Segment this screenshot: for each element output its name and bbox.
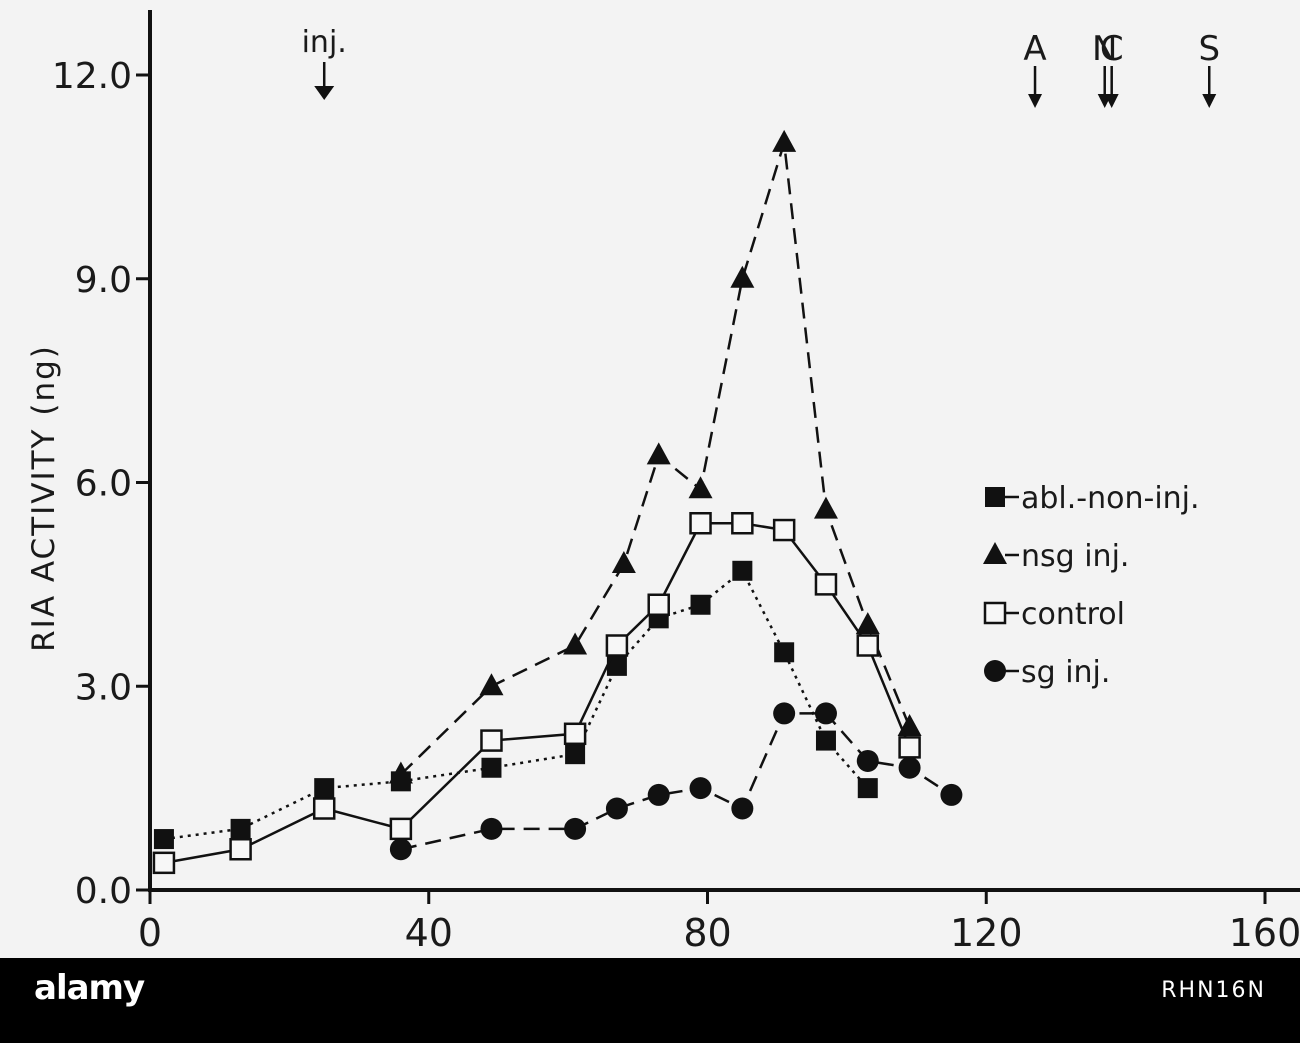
y-tick-label: 12.0 [52,56,132,97]
y-tick-label: 3.0 [75,667,132,708]
annotation-label: N [1092,29,1117,69]
data-point-abl-non-inj [314,778,335,799]
legend-marker [984,660,1006,682]
annotation-arrowhead [1202,94,1217,108]
data-point-abl-non-inj [481,757,502,778]
data-point-nsg-inj [813,496,838,519]
y-axis-label: RIA ACTIVITY (ng) [26,344,62,652]
annotation-label: C [1100,29,1124,69]
y-tick-label: 6.0 [75,464,132,505]
data-point-sg-inj [898,756,921,779]
x-tick-label: 160 [1229,911,1300,955]
annotation-label: inj. [302,25,347,60]
data-point-control [563,722,587,746]
data-point-control [772,518,796,542]
data-point-nsg-inj [563,632,588,655]
data-point-sg-inj [647,783,670,806]
y-tick-label: 0.0 [75,871,132,912]
data-point-sg-inj [689,777,712,800]
data-point-sg-inj [605,797,628,820]
x-tick-label: 80 [683,911,731,955]
data-point-nsg-inj [646,442,671,465]
y-tick-label: 9.0 [75,260,132,301]
data-point-nsg-inj [388,761,413,784]
data-point-abl-non-inj [606,655,627,676]
data-point-nsg-inj [611,551,636,573]
data-point-control [647,593,670,616]
series-nsg-inj [388,129,922,784]
data-point-abl-non-inj [153,829,174,850]
data-point-nsg-inj [772,129,797,152]
data-point-control [856,634,880,657]
series-line-sg-inj [400,712,953,851]
data-point-control [389,817,413,841]
series-line-control [163,522,911,865]
series-control [152,512,921,875]
watermark-banner: alamy RHN16N [0,958,1300,1043]
data-point-sg-inj [564,817,587,840]
data-point-control [229,838,252,861]
annotation-label: A [1023,29,1046,69]
series-line-abl-non-inj [163,568,869,841]
data-point-sg-inj [940,783,963,806]
data-point-nsg-inj [730,265,755,288]
data-point-sg-inj [814,702,837,725]
data-point-sg-inj [389,838,412,861]
annotations: inj. A NC S [302,25,1220,108]
x-tick-label: 120 [950,911,1023,955]
annotation-arrowhead [1028,94,1043,108]
data-point-control [814,573,838,596]
data-point-sg-inj [731,797,754,820]
legend-entry: control [1021,597,1125,632]
legend-marker [985,487,1005,507]
legend-entry: sg inj. [1021,655,1110,690]
data-point-sg-inj [480,817,503,840]
data-point-abl-non-inj [857,778,878,799]
data-point-control [605,634,629,657]
data-point-control [152,851,176,875]
data-point-abl-non-inj [565,744,586,765]
image-id: RHN16N [1161,978,1266,1003]
data-point-control [312,797,336,820]
data-point-sg-inj [773,702,796,725]
data-point-control [731,512,754,535]
alamy-logo: alamy [34,968,145,1008]
data-point-abl-non-inj [815,730,836,751]
data-point-abl-non-inj [732,560,753,581]
data-point-control [689,512,712,535]
x-tick-label: 40 [405,911,453,955]
x-tick-label: 0 [138,911,162,955]
data-point-nsg-inj [688,476,713,499]
axes: 0.0 3.0 6.0 9.0 12.0 0 40 80 120 160 [52,10,1300,955]
data-point-abl-non-inj [230,818,251,839]
data-point-nsg-inj [855,612,880,635]
data-point-control [480,729,503,752]
legend-marker [983,542,1007,564]
legend-entry: nsg inj. [1021,539,1129,574]
annotation-arrowhead [1104,94,1119,108]
legend: abl.-non-inj. nsg inj. control sg inj. [983,481,1200,690]
annotation-arrowhead [314,86,335,100]
annotation-label: S [1198,29,1220,69]
data-point-sg-inj [856,749,879,772]
legend-marker [983,601,1007,625]
series-abl-non-inj [153,560,878,850]
series-sg-inj [389,702,963,861]
data-point-control [898,736,921,759]
data-point-abl-non-inj [774,642,795,663]
series [152,129,963,875]
data-point-abl-non-inj [690,594,711,615]
data-point-nsg-inj [479,673,504,696]
legend-entry: abl.-non-inj. [1021,481,1200,516]
